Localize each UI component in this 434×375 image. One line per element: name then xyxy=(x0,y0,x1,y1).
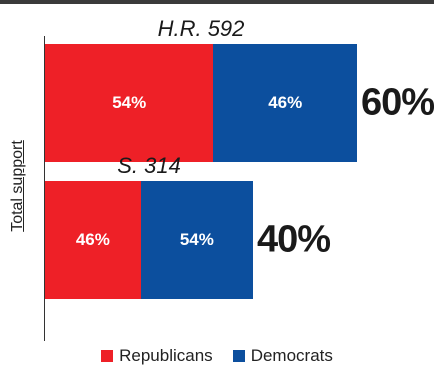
bar-segment-republicans: 54% xyxy=(45,44,214,162)
total-support-label: 60% xyxy=(361,81,434,124)
bar-segment-democrats: 46% xyxy=(213,44,357,162)
legend-label-republicans: Republicans xyxy=(119,346,213,365)
legend: Republicans Democrats xyxy=(0,346,434,366)
segment-label: 54% xyxy=(112,93,147,112)
democrats-swatch xyxy=(232,350,245,362)
stacked-bar: 54% 46% xyxy=(45,44,357,162)
segment-label: 46% xyxy=(268,93,303,112)
y-axis-label: Total support xyxy=(9,140,26,232)
bar-segment-democrats: 54% xyxy=(140,181,253,299)
bill-title: S. 314 xyxy=(117,153,181,178)
legend-item-republicans: Republicans xyxy=(101,346,213,366)
legend-item-democrats: Democrats xyxy=(232,346,333,366)
top-rule xyxy=(0,0,434,4)
stacked-bar: 46% 54% xyxy=(45,181,253,299)
total-support-label: 40% xyxy=(257,218,331,261)
legend-label-democrats: Democrats xyxy=(250,346,333,365)
bill-title: H.R. 592 xyxy=(157,16,245,41)
segment-label: 54% xyxy=(179,230,214,249)
republicans-swatch xyxy=(101,350,114,362)
segment-label: 46% xyxy=(75,230,110,249)
bar-segment-republicans: 46% xyxy=(45,181,141,299)
y-axis-line xyxy=(44,36,45,341)
